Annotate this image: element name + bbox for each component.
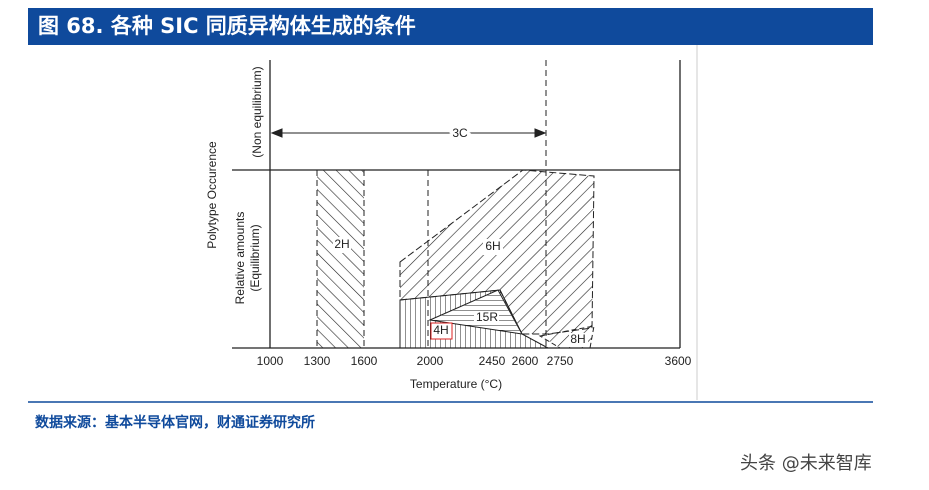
x-axis-title: Temperature (°C) [410, 377, 502, 391]
x-tick-label: 2000 [417, 354, 444, 368]
x-tick-label: 2600 [512, 354, 539, 368]
region-label: 3C [452, 126, 468, 140]
label-bg [483, 239, 503, 255]
upper-label: (Non equilibrium) [250, 66, 264, 157]
source: 数据来源：基本半导体官网，财通证券研究所 [35, 414, 315, 431]
region-label: 6H [485, 239, 500, 253]
frame [232, 60, 681, 349]
label-bg [569, 333, 588, 347]
region-2h [317, 170, 364, 348]
3c-arrow [270, 128, 547, 138]
region-label: 8H [570, 332, 585, 346]
region-label: 2H [334, 237, 349, 251]
watermark: 头条 @未来智库 [740, 453, 872, 474]
label-bg [474, 311, 499, 325]
region-label-halo: 3C [452, 126, 468, 140]
title-bar [28, 8, 873, 45]
y-axis-title: Polytype Occurence [205, 141, 219, 249]
label-box [430, 322, 453, 340]
region-label: 15R [476, 310, 498, 324]
x-tick-label: 3600 [665, 354, 692, 368]
x-tick-label: 1300 [304, 354, 331, 368]
x-tick-label: 1000 [257, 354, 284, 368]
figure: 3C 3C 2H 6H 15R 4H 8H 1000 1300 1600 200… [205, 45, 698, 400]
x-tick-label: 2450 [479, 354, 506, 368]
region-label: 4H [433, 323, 448, 337]
lower-label: Relative amounts [233, 212, 247, 305]
lower-label: (Equilibrium) [248, 224, 262, 291]
x-tick-label: 2750 [547, 354, 574, 368]
label-bg [333, 237, 351, 253]
x-tick-label: 1600 [351, 354, 378, 368]
title: 图 68. 各种 SIC 同质异构体生成的条件 [38, 14, 416, 38]
